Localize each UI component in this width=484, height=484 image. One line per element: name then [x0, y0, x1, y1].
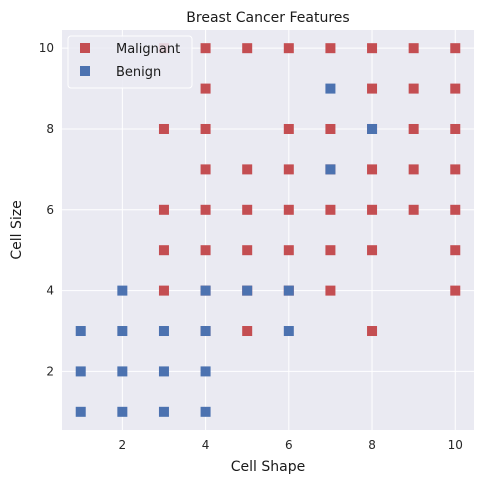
data-point-benign	[117, 407, 127, 417]
data-point-benign	[117, 366, 127, 376]
y-tick-label: 8	[46, 122, 54, 136]
data-point-benign	[325, 164, 335, 174]
x-tick-label: 6	[285, 438, 293, 452]
data-point-benign	[201, 366, 211, 376]
legend-swatch-benign	[80, 66, 90, 76]
x-tick-label: 4	[202, 438, 210, 452]
data-point-malignant	[325, 205, 335, 215]
data-point-malignant	[450, 286, 460, 296]
data-point-malignant	[409, 164, 419, 174]
data-point-benign	[76, 407, 86, 417]
data-point-malignant	[409, 124, 419, 134]
data-point-malignant	[325, 286, 335, 296]
data-point-malignant	[450, 245, 460, 255]
y-tick-label: 2	[46, 364, 54, 378]
data-point-benign	[284, 326, 294, 336]
data-point-benign	[201, 326, 211, 336]
y-tick-label: 10	[39, 41, 54, 55]
data-point-malignant	[450, 164, 460, 174]
data-point-malignant	[409, 84, 419, 94]
chart-title: Breast Cancer Features	[186, 10, 349, 26]
data-point-benign	[117, 326, 127, 336]
data-point-malignant	[367, 245, 377, 255]
data-point-malignant	[367, 43, 377, 53]
x-tick-label: 10	[448, 438, 463, 452]
data-point-benign	[76, 326, 86, 336]
data-point-malignant	[367, 205, 377, 215]
data-point-benign	[117, 286, 127, 296]
legend-label-malignant: Malignant	[116, 42, 180, 57]
data-point-malignant	[201, 43, 211, 53]
data-point-malignant	[159, 245, 169, 255]
data-point-malignant	[367, 326, 377, 336]
data-point-malignant	[159, 286, 169, 296]
legend-label-benign: Benign	[116, 65, 161, 80]
data-point-malignant	[284, 124, 294, 134]
data-point-malignant	[284, 43, 294, 53]
y-tick-label: 4	[46, 284, 54, 298]
data-point-benign	[159, 366, 169, 376]
data-point-malignant	[201, 205, 211, 215]
x-tick-label: 8	[368, 438, 376, 452]
data-point-malignant	[242, 326, 252, 336]
y-axis-label: Cell Size	[9, 200, 25, 259]
data-point-benign	[201, 286, 211, 296]
data-point-malignant	[450, 43, 460, 53]
data-point-malignant	[159, 205, 169, 215]
legend: Malignant Benign	[68, 36, 192, 88]
data-point-malignant	[201, 84, 211, 94]
data-point-malignant	[284, 205, 294, 215]
data-point-benign	[159, 407, 169, 417]
data-point-benign	[159, 326, 169, 336]
data-point-malignant	[367, 164, 377, 174]
data-point-malignant	[284, 245, 294, 255]
data-point-benign	[325, 84, 335, 94]
data-point-malignant	[450, 84, 460, 94]
data-point-benign	[367, 124, 377, 134]
data-point-malignant	[201, 124, 211, 134]
y-tick-label: 6	[46, 203, 54, 217]
data-point-malignant	[159, 124, 169, 134]
data-point-malignant	[450, 124, 460, 134]
data-point-malignant	[284, 164, 294, 174]
data-point-malignant	[409, 43, 419, 53]
legend-swatch-malignant	[80, 43, 90, 53]
data-point-benign	[201, 407, 211, 417]
data-point-benign	[76, 366, 86, 376]
data-point-benign	[284, 286, 294, 296]
x-tick-labels: 2 4 6 8 10	[119, 438, 463, 452]
data-point-malignant	[242, 164, 252, 174]
data-point-malignant	[201, 164, 211, 174]
data-point-malignant	[367, 84, 377, 94]
data-point-malignant	[242, 245, 252, 255]
data-point-malignant	[201, 245, 211, 255]
y-tick-labels: 2 4 6 8 10	[39, 41, 54, 378]
data-point-malignant	[325, 245, 335, 255]
x-axis-label: Cell Shape	[231, 459, 305, 475]
data-point-malignant	[409, 205, 419, 215]
data-point-malignant	[242, 205, 252, 215]
data-point-malignant	[242, 43, 252, 53]
data-point-malignant	[325, 43, 335, 53]
data-point-malignant	[450, 205, 460, 215]
data-point-benign	[242, 286, 252, 296]
x-tick-label: 2	[119, 438, 127, 452]
data-point-malignant	[325, 124, 335, 134]
